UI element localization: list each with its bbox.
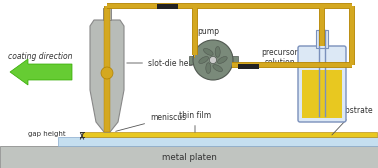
Ellipse shape [206, 63, 211, 74]
Ellipse shape [217, 56, 227, 64]
Circle shape [193, 40, 233, 80]
Ellipse shape [215, 47, 220, 57]
FancyBboxPatch shape [104, 8, 110, 132]
FancyBboxPatch shape [157, 4, 178, 9]
FancyBboxPatch shape [0, 146, 378, 168]
Text: precursor
solution: precursor solution [262, 48, 310, 78]
Circle shape [209, 56, 217, 64]
FancyBboxPatch shape [103, 8, 111, 20]
FancyBboxPatch shape [58, 137, 378, 146]
Ellipse shape [203, 48, 213, 55]
Ellipse shape [213, 65, 223, 72]
FancyBboxPatch shape [230, 56, 238, 64]
Text: coating direction: coating direction [8, 52, 73, 61]
Text: metal platen: metal platen [161, 153, 217, 161]
FancyBboxPatch shape [189, 56, 197, 64]
FancyBboxPatch shape [82, 132, 377, 137]
Text: substrate: substrate [332, 106, 373, 135]
Text: pump: pump [197, 27, 219, 36]
Text: slot-die head: slot-die head [127, 58, 198, 68]
Text: meniscus: meniscus [116, 113, 186, 131]
FancyArrow shape [10, 59, 72, 85]
Ellipse shape [199, 56, 209, 64]
Polygon shape [90, 20, 124, 132]
Circle shape [101, 67, 113, 79]
FancyBboxPatch shape [238, 64, 259, 69]
Text: thin film: thin film [179, 111, 211, 132]
FancyBboxPatch shape [316, 30, 328, 48]
FancyBboxPatch shape [298, 46, 346, 122]
FancyBboxPatch shape [302, 70, 342, 118]
Text: gap height: gap height [28, 131, 66, 137]
